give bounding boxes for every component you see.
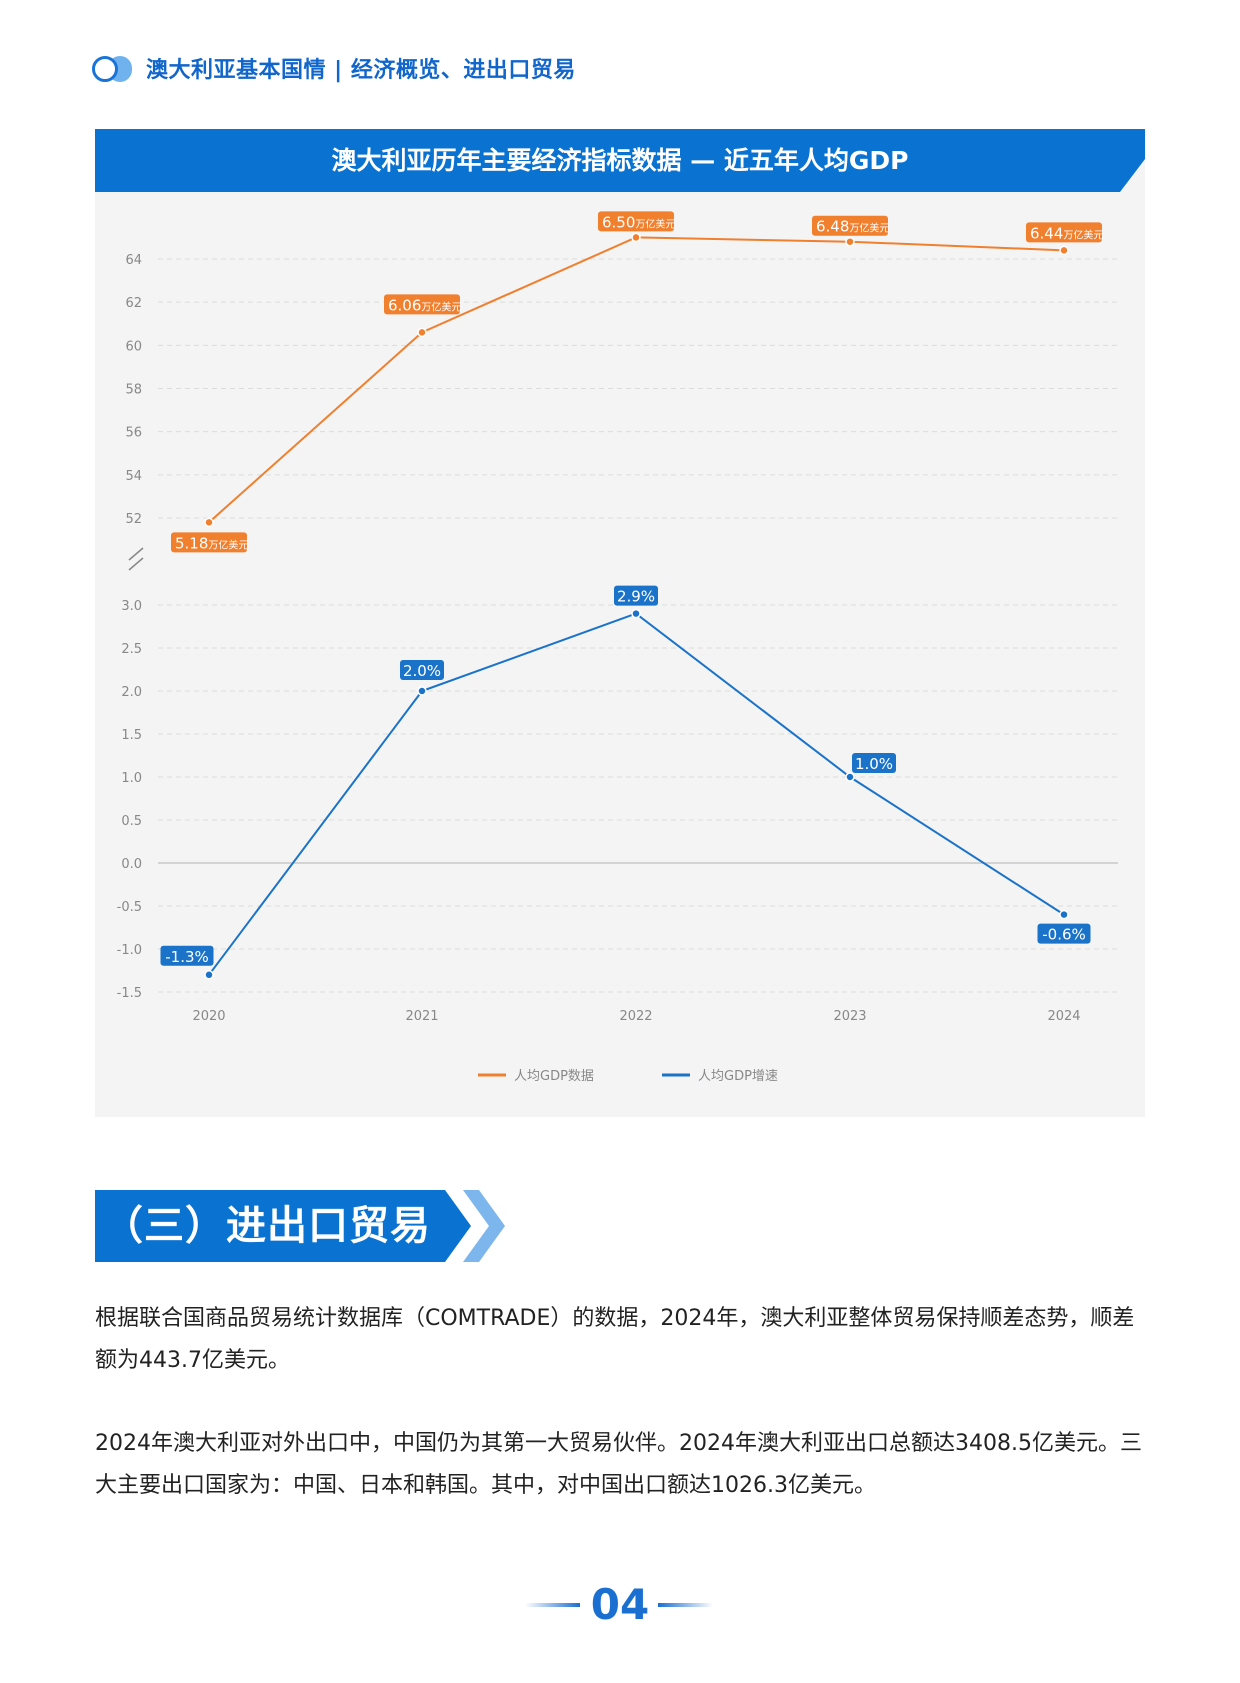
data-label-growth: 1.0% xyxy=(855,755,893,773)
chart-panel xyxy=(95,129,1145,1117)
chart-title-bar xyxy=(95,129,1145,192)
data-label-gdp: 6.50万亿美元 xyxy=(602,213,675,231)
upper-tick-label: 54 xyxy=(125,469,142,484)
data-label-gdp: 5.18万亿美元 xyxy=(175,534,248,552)
section-banner xyxy=(95,1190,505,1262)
lower-tick-label: 0.5 xyxy=(121,814,142,829)
data-label-growth: 2.0% xyxy=(403,662,441,680)
data-point-growth xyxy=(631,608,641,619)
data-label-gdp: 6.44万亿美元 xyxy=(1030,224,1103,242)
legend-label-gdp: 人均GDP数据 xyxy=(514,1069,594,1084)
page-number: 04 xyxy=(590,1580,650,1629)
lower-tick-label: 2.5 xyxy=(121,642,142,657)
data-label-bg-gdp xyxy=(598,211,674,232)
axis-break-mark xyxy=(128,547,144,561)
data-point-gdp xyxy=(1059,245,1069,256)
data-label-gdp: 6.48万亿美元 xyxy=(816,218,889,236)
series-line-gdp xyxy=(208,236,1065,524)
x-tick-label: 2022 xyxy=(619,1009,652,1024)
data-label-bg-gdp xyxy=(1026,222,1102,243)
data-label-bg-growth xyxy=(614,585,658,606)
paragraph-trade-balance: 根据联合国商品贸易统计数据库（COMTRADE）的数据，2024年，澳大利亚整体… xyxy=(95,1306,1135,1373)
lower-tick-label: 3.0 xyxy=(121,599,142,614)
data-label-bg-growth xyxy=(160,945,214,966)
header-title: 澳大利亚基本国情 | 经济概览、进出口贸易 xyxy=(146,58,576,83)
upper-tick-label: 60 xyxy=(125,339,142,354)
x-tick-label: 2021 xyxy=(405,1009,438,1024)
lower-tick-label: 0.0 xyxy=(121,857,142,872)
upper-tick-label: 62 xyxy=(125,296,142,311)
data-point-growth xyxy=(417,686,427,696)
data-point-gdp xyxy=(845,236,855,247)
upper-tick-label: 64 xyxy=(125,253,142,268)
chart-title: 澳大利亚历年主要经济指标数据 — 近五年人均GDP xyxy=(331,146,909,175)
series-line-growth xyxy=(208,612,1065,976)
data-point-gdp xyxy=(417,327,427,338)
footer-decoration xyxy=(525,1603,713,1607)
data-label-bg-growth xyxy=(400,660,444,680)
data-label-bg-gdp xyxy=(171,532,247,553)
lower-tick-label: -0.5 xyxy=(117,900,142,915)
lower-tick-label: -1.0 xyxy=(117,943,142,958)
data-point-growth xyxy=(845,772,855,782)
data-point-gdp xyxy=(204,517,214,528)
upper-tick-label: 56 xyxy=(125,426,142,441)
data-label-growth: -1.3% xyxy=(165,948,209,966)
legend-label-growth: 人均GDP增速 xyxy=(698,1069,778,1084)
upper-tick-label: 52 xyxy=(125,512,142,527)
data-label-bg-gdp xyxy=(384,294,460,315)
paragraph-exports: 2024年澳大利亚对外出口中，中国仍为其第一大贸易伙伴。2024年澳大利亚出口总… xyxy=(95,1431,1142,1498)
axis-break-mark xyxy=(128,557,144,571)
data-label-growth: 2.9% xyxy=(617,588,655,606)
x-tick-label: 2024 xyxy=(1047,1009,1080,1024)
data-label-bg-growth xyxy=(852,753,896,773)
data-point-growth xyxy=(1059,909,1069,920)
upper-tick-label: 58 xyxy=(125,383,142,398)
section-title: （三）进出口贸易 xyxy=(103,1203,431,1249)
x-tick-label: 2023 xyxy=(833,1009,866,1024)
data-label-gdp: 6.06万亿美元 xyxy=(388,296,461,314)
page-header: 澳大利亚基本国情 | 经济概览、进出口贸易 xyxy=(92,52,576,84)
lower-tick-label: 2.0 xyxy=(121,685,142,700)
lower-tick-label: 1.0 xyxy=(121,771,142,786)
x-tick-label: 2020 xyxy=(192,1009,225,1024)
lower-tick-label: 1.5 xyxy=(121,728,142,743)
data-label-bg-growth xyxy=(1037,923,1091,944)
data-label-bg-gdp xyxy=(812,215,888,236)
header-logo-icon xyxy=(92,55,132,82)
data-point-growth xyxy=(204,970,214,980)
data-point-gdp xyxy=(631,232,641,243)
lower-tick-label: -1.5 xyxy=(117,986,142,1001)
data-label-growth: -0.6% xyxy=(1042,926,1086,944)
